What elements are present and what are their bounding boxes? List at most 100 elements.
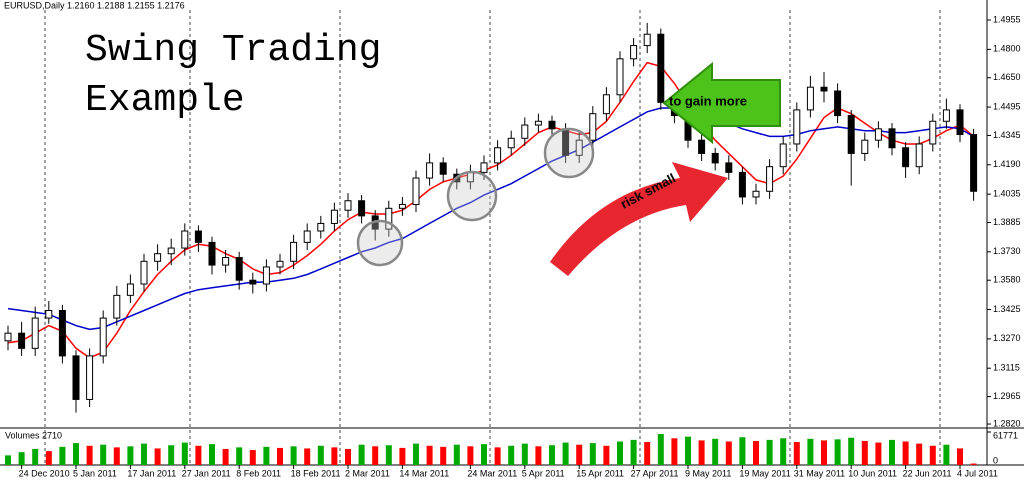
- candle-body: [874, 128, 882, 141]
- volume-bar: [440, 446, 447, 465]
- volume-bar: [861, 440, 868, 465]
- volume-tick-label: 61771: [993, 430, 1018, 440]
- volume-bar: [481, 444, 487, 465]
- volume-bar: [413, 443, 419, 465]
- volume-bar: [657, 434, 664, 465]
- volume-bar: [549, 445, 555, 465]
- volume-bar: [725, 441, 732, 465]
- candle-body: [439, 162, 447, 175]
- candle-body: [494, 147, 502, 164]
- candle-body: [534, 120, 542, 126]
- candle-body: [521, 124, 529, 139]
- volume-bar: [317, 445, 324, 465]
- volume-bar: [739, 437, 746, 465]
- y-tick-label: 1.3885: [993, 217, 1021, 227]
- candle-body: [589, 113, 597, 141]
- volume-bar: [494, 447, 501, 465]
- candle-body: [58, 309, 66, 357]
- volume-bar: [426, 445, 433, 465]
- volume-bar: [644, 442, 651, 465]
- volume-bar: [345, 448, 351, 465]
- x-tick-label: 15 Apr 2011: [576, 468, 624, 478]
- candle-body: [575, 139, 583, 156]
- candle-body: [616, 58, 624, 96]
- volume-bar: [889, 439, 895, 465]
- volume-label: Volumes 2710: [5, 430, 62, 440]
- candle-body: [412, 177, 420, 206]
- volume-bar: [508, 445, 515, 465]
- volume-bar: [45, 451, 52, 465]
- candle-body: [113, 294, 121, 319]
- y-tick-label: 1.4955: [993, 14, 1021, 24]
- candle-body: [643, 33, 651, 47]
- candle-body: [820, 86, 828, 92]
- volume-bar: [290, 446, 297, 465]
- annotation: to gain more: [669, 93, 747, 108]
- volume-bar: [780, 438, 787, 465]
- volume-bar: [576, 444, 583, 465]
- volume-bar: [943, 444, 950, 465]
- y-tick-label: 1.4190: [993, 159, 1021, 169]
- volume-bar: [589, 443, 596, 465]
- candle-body: [317, 222, 325, 232]
- candle-body: [303, 230, 311, 243]
- volume-bar: [304, 448, 311, 465]
- candle-body: [766, 166, 774, 192]
- candle-body: [86, 355, 94, 400]
- candle-body: [888, 128, 896, 149]
- volume-bar: [535, 446, 542, 465]
- y-tick-label: 1.3580: [993, 275, 1021, 285]
- candle-body: [31, 317, 39, 349]
- candle-body: [140, 260, 148, 285]
- candle-body: [344, 200, 352, 211]
- candle-body: [902, 147, 910, 168]
- candle-body: [752, 190, 760, 198]
- candle-body: [956, 109, 964, 136]
- volume-bar: [141, 443, 147, 465]
- annotation-circles: [356, 127, 595, 267]
- candle-body: [181, 230, 189, 249]
- x-tick-label: 14 Mar 2011: [399, 468, 449, 478]
- moving-average: [7, 107, 974, 331]
- x-tick-label: 17 Jan 2011: [127, 468, 176, 478]
- volume-bar: [385, 445, 392, 465]
- volume-bar: [807, 438, 814, 465]
- candle-body: [398, 204, 406, 209]
- y-tick-label: 1.3730: [993, 246, 1021, 256]
- x-tick-label: 24 Mar 2011: [467, 468, 517, 478]
- vertical-grid: [44, 10, 941, 465]
- moving-average: [7, 61, 975, 359]
- x-tick-label: 19 May 2011: [739, 468, 790, 478]
- volume-bar: [970, 463, 977, 465]
- candle-body: [602, 94, 610, 115]
- candle-body: [426, 162, 434, 179]
- candle-body: [847, 115, 855, 154]
- candle-body: [548, 120, 556, 130]
- volume-bar: [848, 437, 855, 465]
- y-tick-label: 1.4800: [993, 44, 1021, 54]
- volume-bar: [209, 444, 215, 465]
- volume-bar: [73, 443, 79, 465]
- candle-body: [385, 207, 393, 230]
- volume-bar: [834, 439, 841, 465]
- volume-bar: [902, 441, 909, 465]
- volume-bar: [168, 445, 175, 465]
- volume-bar: [617, 441, 623, 465]
- candle-body: [208, 241, 216, 266]
- candle-body: [72, 355, 80, 400]
- x-tick-label: 4 Jul 2011: [957, 468, 998, 478]
- volume-tick-label: 0: [993, 455, 998, 465]
- volume-bar: [181, 442, 188, 465]
- volume-bar: [5, 455, 11, 465]
- candle-body: [942, 109, 950, 122]
- volume-bar: [793, 442, 800, 465]
- volume-bar: [86, 445, 93, 465]
- header: EURUSD,Daily 1.2160 1.2188 1.2155 1.2176: [4, 0, 185, 10]
- candle-body: [657, 33, 665, 103]
- volume-bar: [358, 444, 365, 465]
- candle-body: [915, 143, 923, 168]
- candle-body: [779, 143, 787, 168]
- volume-bar: [18, 452, 25, 465]
- red-arrow: [550, 162, 728, 276]
